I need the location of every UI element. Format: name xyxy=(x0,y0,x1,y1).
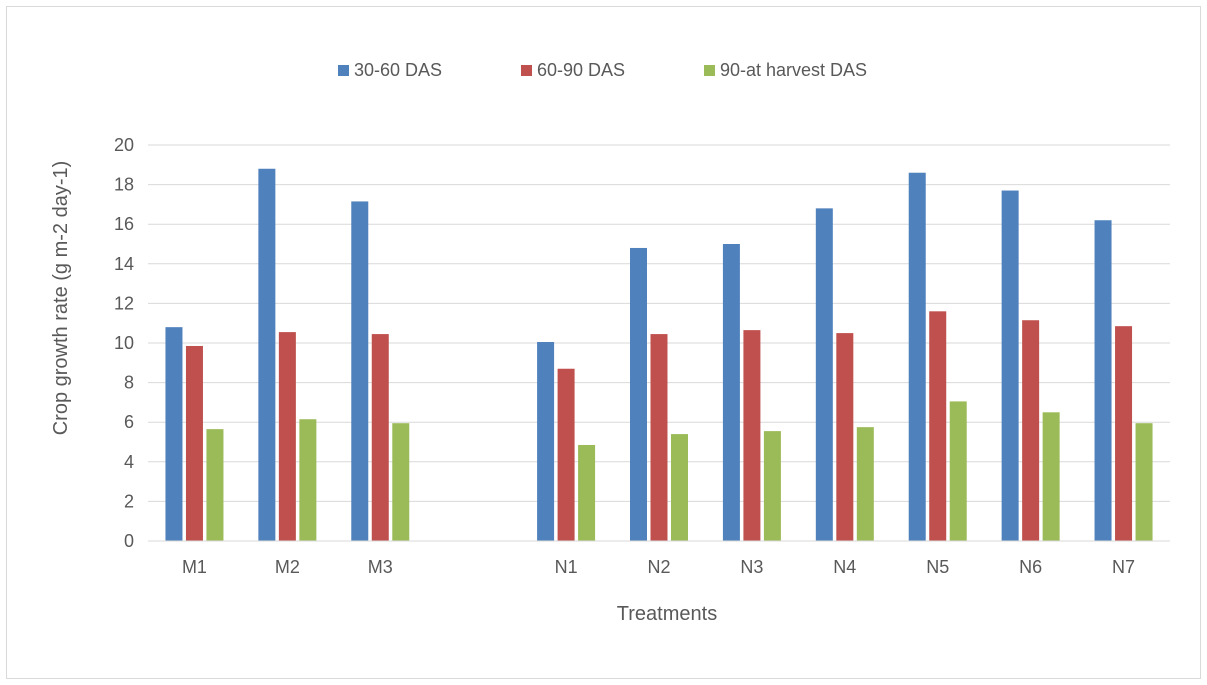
bar xyxy=(929,311,947,541)
chart-frame: 0 2 4 6 8 10 12 14 16 18 20 M1 M2 M3 N1 N2 N3 N4 N5 N6 N7 30… xyxy=(6,6,1201,679)
legend-label: 60-90 DAS xyxy=(537,60,625,80)
bar xyxy=(908,172,926,541)
y-tick-label: 0 xyxy=(124,531,134,551)
bar xyxy=(351,201,369,541)
bar xyxy=(1115,326,1133,541)
legend-item: 30-60 DAS xyxy=(338,60,442,80)
bar xyxy=(206,429,224,541)
y-tick-label: 16 xyxy=(114,214,134,234)
legend: 30-60 DAS 60-90 DAS 90-at harvest DAS xyxy=(338,60,867,80)
bar xyxy=(392,423,410,541)
x-tick-label: N1 xyxy=(555,557,578,577)
bar xyxy=(557,368,575,541)
y-tick-label: 4 xyxy=(124,452,134,472)
axes: 0 2 4 6 8 10 12 14 16 18 20 M1 M2 M3 N1 N2 N3 N4 N5 N6 N7 xyxy=(114,135,1170,577)
bar xyxy=(1135,423,1153,541)
bar xyxy=(836,333,854,541)
bar xyxy=(815,208,833,542)
x-tick-label: N5 xyxy=(926,557,949,577)
x-tick-label: N6 xyxy=(1019,557,1042,577)
legend-swatch xyxy=(704,65,715,76)
bar-chart: 0 2 4 6 8 10 12 14 16 18 20 M1 M2 M3 N1 N2 N3 N4 N5 N6 N7 30… xyxy=(50,60,1170,625)
bar xyxy=(299,419,317,541)
legend-item: 60-90 DAS xyxy=(521,60,625,80)
y-tick-label: 18 xyxy=(114,175,134,195)
y-tick-label: 2 xyxy=(124,491,134,511)
y-tick-label: 10 xyxy=(114,333,134,353)
bar xyxy=(578,444,596,541)
bar xyxy=(185,345,203,541)
bar xyxy=(258,168,276,541)
x-axis-title: Treatments xyxy=(617,603,717,625)
bars xyxy=(165,168,1153,542)
x-tick-label: M1 xyxy=(182,557,207,577)
y-tick-label: 8 xyxy=(124,373,134,393)
bar xyxy=(1094,220,1112,542)
bar xyxy=(1022,320,1040,541)
x-tick-label: M2 xyxy=(275,557,300,577)
bar xyxy=(949,401,967,541)
legend-swatch xyxy=(521,65,532,76)
x-tick-label: N4 xyxy=(833,557,856,577)
x-tick-label: N3 xyxy=(740,557,763,577)
legend-item: 90-at harvest DAS xyxy=(704,60,867,80)
y-axis-title: Crop growth rate (g m-2 day-1) xyxy=(50,161,72,436)
bar xyxy=(1001,190,1019,542)
bar xyxy=(743,330,761,541)
bar xyxy=(650,334,668,541)
x-tick-label: M3 xyxy=(368,557,393,577)
legend-swatch xyxy=(338,65,349,76)
x-tick-label: N2 xyxy=(647,557,670,577)
y-tick-label: 6 xyxy=(124,412,134,432)
y-tick-label: 20 xyxy=(114,135,134,155)
bar xyxy=(371,334,389,541)
y-tick-label: 14 xyxy=(114,254,134,274)
legend-label: 30-60 DAS xyxy=(354,60,442,80)
bar xyxy=(763,431,781,541)
legend-label: 90-at harvest DAS xyxy=(720,60,867,80)
bar xyxy=(165,327,183,541)
bar xyxy=(856,427,874,541)
x-tick-label: N7 xyxy=(1112,557,1135,577)
bar xyxy=(278,332,296,541)
bar xyxy=(722,244,740,541)
bar xyxy=(630,247,647,541)
bar xyxy=(1042,412,1060,541)
bar xyxy=(537,342,555,541)
bar xyxy=(671,434,688,541)
y-tick-label: 12 xyxy=(114,293,134,313)
